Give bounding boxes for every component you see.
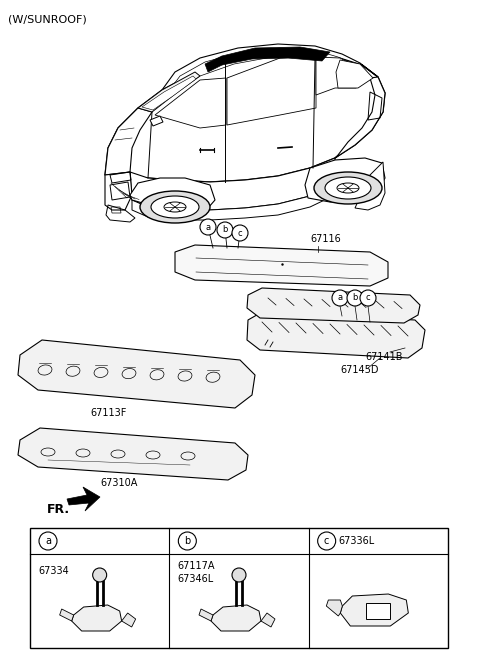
Circle shape xyxy=(200,219,216,235)
Circle shape xyxy=(232,225,248,241)
Polygon shape xyxy=(340,594,408,626)
Polygon shape xyxy=(211,605,261,631)
Ellipse shape xyxy=(151,196,199,218)
Polygon shape xyxy=(150,116,163,126)
Polygon shape xyxy=(142,76,196,110)
Polygon shape xyxy=(18,340,255,408)
Text: 67310A: 67310A xyxy=(100,478,137,488)
Text: 67145D: 67145D xyxy=(340,365,379,375)
Polygon shape xyxy=(316,57,370,95)
Circle shape xyxy=(360,290,376,306)
Polygon shape xyxy=(60,609,73,621)
Circle shape xyxy=(332,290,348,306)
Circle shape xyxy=(179,532,196,550)
Text: 67141B: 67141B xyxy=(365,352,403,362)
Text: a: a xyxy=(45,536,51,546)
Polygon shape xyxy=(336,60,373,88)
Text: 67334: 67334 xyxy=(38,566,69,576)
Polygon shape xyxy=(162,44,378,90)
Text: (W/SUNROOF): (W/SUNROOF) xyxy=(8,14,87,24)
Polygon shape xyxy=(121,613,136,627)
Ellipse shape xyxy=(314,172,382,204)
Text: 67117A: 67117A xyxy=(177,561,215,571)
Circle shape xyxy=(347,290,363,306)
Bar xyxy=(30,528,448,648)
Text: c: c xyxy=(238,228,242,237)
Text: 67113F: 67113F xyxy=(90,408,126,418)
Polygon shape xyxy=(130,178,215,210)
Bar xyxy=(366,603,390,619)
Polygon shape xyxy=(247,288,420,323)
Text: 67336L: 67336L xyxy=(339,536,375,546)
Polygon shape xyxy=(355,162,385,210)
Polygon shape xyxy=(105,108,152,175)
Polygon shape xyxy=(168,48,370,93)
Polygon shape xyxy=(326,600,342,616)
Polygon shape xyxy=(261,613,275,627)
Ellipse shape xyxy=(325,177,371,199)
Polygon shape xyxy=(18,428,248,480)
Polygon shape xyxy=(155,78,226,128)
Text: c: c xyxy=(366,293,370,302)
Polygon shape xyxy=(105,53,385,182)
Text: 67116: 67116 xyxy=(310,234,341,244)
Polygon shape xyxy=(72,605,121,631)
Polygon shape xyxy=(138,72,200,112)
Text: 67346L: 67346L xyxy=(177,574,214,584)
Polygon shape xyxy=(205,56,222,72)
Circle shape xyxy=(318,532,336,550)
Polygon shape xyxy=(130,158,335,210)
Text: b: b xyxy=(184,536,191,546)
Polygon shape xyxy=(199,609,213,621)
Text: FR.: FR. xyxy=(47,503,70,516)
Text: b: b xyxy=(222,226,228,234)
Polygon shape xyxy=(67,487,100,511)
Polygon shape xyxy=(132,185,335,220)
Polygon shape xyxy=(227,57,316,125)
Polygon shape xyxy=(305,158,385,202)
Ellipse shape xyxy=(140,191,210,223)
Text: b: b xyxy=(352,293,358,302)
Polygon shape xyxy=(175,245,388,286)
Text: a: a xyxy=(205,222,211,232)
Polygon shape xyxy=(335,77,385,158)
Circle shape xyxy=(39,532,57,550)
Polygon shape xyxy=(105,172,132,210)
Polygon shape xyxy=(247,312,425,358)
Text: c: c xyxy=(324,536,329,546)
Circle shape xyxy=(217,222,233,238)
Polygon shape xyxy=(222,47,330,65)
Circle shape xyxy=(232,568,246,582)
Circle shape xyxy=(93,568,107,582)
Text: a: a xyxy=(337,293,343,302)
